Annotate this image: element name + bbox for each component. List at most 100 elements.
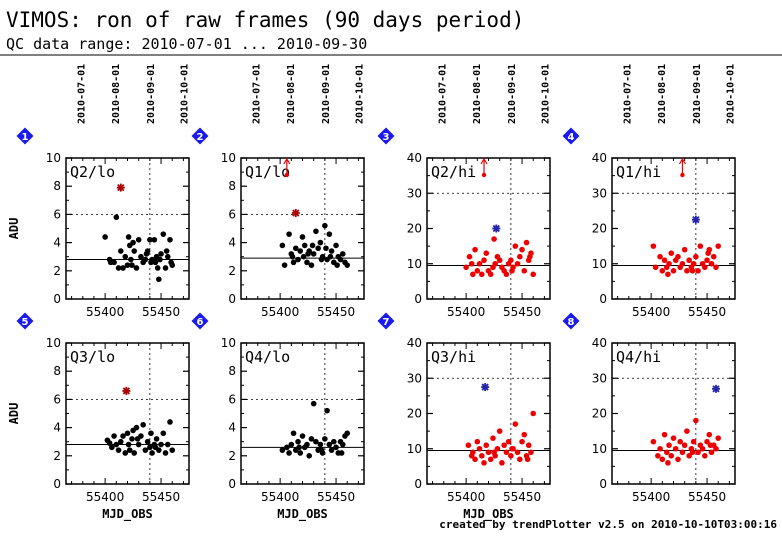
data-point	[650, 243, 657, 249]
date-tick-label: 2010-07-01	[623, 64, 634, 124]
date-tick-label: 2010-09-01	[507, 64, 518, 124]
panel-badge-icon	[377, 312, 395, 330]
data-point	[304, 259, 310, 266]
x-tick-label: 55400	[447, 490, 485, 504]
y-tick-label: 0	[228, 292, 236, 306]
data-point	[494, 445, 501, 452]
data-point	[708, 449, 715, 456]
data-point	[317, 239, 324, 246]
data-point	[309, 242, 316, 249]
data-point	[308, 436, 315, 442]
chart-panel-1: 0 2 4 6 8 10 55400 55450 2010-07-01 2010-08-01 201…	[7, 64, 190, 319]
y-tick-label: 20	[592, 222, 607, 236]
x-tick-label: 55450	[688, 305, 726, 319]
x-tick-label: 55450	[503, 490, 541, 504]
data-point	[702, 453, 708, 459]
data-point	[334, 262, 340, 268]
data-point	[310, 251, 317, 257]
panel-badge-icon	[562, 312, 580, 330]
data-point	[657, 253, 663, 260]
data-point	[666, 260, 672, 267]
data-point	[487, 456, 494, 463]
data-point	[107, 259, 114, 266]
date-tick-label: 2010-08-01	[657, 64, 668, 124]
data-point	[117, 438, 124, 445]
x-tick-label: 55450	[317, 490, 355, 504]
data-point	[167, 419, 173, 425]
panel-badge-number: 4	[568, 132, 575, 143]
data-point	[713, 445, 719, 452]
y-tick-label: 8	[53, 179, 61, 193]
data-point	[677, 438, 684, 445]
data-point	[279, 242, 286, 249]
data-point	[492, 260, 499, 267]
data-point	[465, 442, 472, 449]
y-tick-label: 40	[592, 336, 607, 350]
data-point	[681, 442, 688, 449]
y-tick-label: 6	[53, 207, 61, 221]
data-point	[284, 444, 290, 451]
data-point	[160, 430, 167, 437]
outlier-star-stroke	[122, 387, 131, 395]
data-point	[530, 271, 537, 278]
x-axis-label: MJD_OBS	[277, 507, 328, 522]
data-point	[158, 441, 164, 448]
data-point	[300, 253, 307, 260]
data-point	[650, 438, 657, 445]
data-point	[509, 445, 515, 452]
y-tick-label: 10	[221, 151, 236, 165]
data-point	[160, 231, 167, 237]
data-point	[315, 245, 321, 252]
data-point	[138, 253, 144, 260]
arrow-head	[283, 157, 291, 165]
data-point	[164, 253, 171, 260]
data-point	[299, 433, 306, 439]
data-point	[124, 430, 131, 437]
data-point	[154, 265, 161, 271]
data-point	[708, 260, 715, 267]
x-tick-label: 55450	[142, 490, 180, 504]
panel-label: Q3/lo	[70, 348, 115, 366]
data-point	[143, 251, 150, 257]
data-point	[148, 430, 154, 437]
data-point	[668, 453, 675, 459]
data-point	[706, 431, 713, 438]
chart-panel-6: 0 2 4 6 8 10 55400 55450 6 Q4/lo MJD_OBS	[191, 312, 365, 522]
data-point	[463, 264, 469, 271]
data-point	[142, 447, 149, 453]
y-tick-label: 20	[407, 222, 422, 236]
data-point	[670, 435, 677, 441]
data-point	[487, 271, 494, 278]
y-tick-label: 10	[592, 442, 607, 456]
data-point	[519, 246, 525, 253]
panel-label: Q3/hi	[431, 348, 476, 366]
data-point	[115, 447, 122, 453]
y-tick-label: 2	[228, 449, 236, 463]
data-point	[517, 456, 523, 463]
data-point	[297, 450, 304, 456]
panel-badge-number: 2	[197, 132, 204, 143]
data-point	[163, 248, 170, 254]
data-point	[111, 433, 117, 439]
y-tick-label: 10	[407, 257, 422, 271]
date-tick-label: 2010-07-01	[77, 64, 88, 124]
x-tick-label: 55400	[86, 490, 124, 504]
x-axis-label: MJD_OBS	[463, 507, 514, 522]
data-point	[514, 260, 521, 267]
date-tick-label: 2010-10-01	[179, 64, 190, 124]
data-point	[125, 234, 132, 240]
data-point	[135, 441, 142, 448]
data-point	[106, 440, 113, 446]
y-tick-label: 4	[53, 421, 61, 435]
outlier-star-stroke	[292, 209, 300, 217]
data-point	[122, 253, 129, 260]
y-tick-label: 4	[53, 236, 61, 250]
data-point	[162, 265, 169, 271]
data-point	[690, 438, 697, 445]
data-point	[481, 460, 487, 466]
data-point	[296, 444, 302, 451]
data-point	[501, 442, 507, 449]
data-point	[115, 265, 122, 271]
x-tick-label: 55400	[632, 305, 670, 319]
